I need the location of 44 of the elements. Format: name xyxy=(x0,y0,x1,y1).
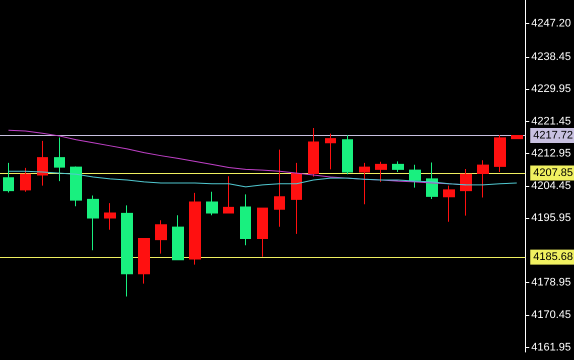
y-tick-label: 4161.95 xyxy=(531,341,572,354)
candlestick xyxy=(138,238,150,284)
candlestick xyxy=(87,195,99,251)
candlestick xyxy=(257,208,268,258)
y-tick-label: 4247.20 xyxy=(531,18,572,30)
line-series xyxy=(8,170,518,188)
y-tick-label: 4229.95 xyxy=(531,83,572,96)
y-tick-label: 4178.95 xyxy=(531,276,572,289)
candlestick xyxy=(3,162,14,194)
y-tick-label: 4195.95 xyxy=(531,212,572,224)
y-tick-label: 4170.45 xyxy=(531,308,572,321)
candlestick xyxy=(37,140,48,186)
candlestick xyxy=(189,192,201,266)
y-tick-label: 4238.45 xyxy=(531,50,572,63)
candlestick xyxy=(274,149,285,228)
candlestick xyxy=(511,134,523,140)
ref-line-label: 4185.68 xyxy=(533,251,574,264)
candlestick xyxy=(54,136,65,182)
candlestick xyxy=(443,185,455,222)
y-tick-label: 4221.45 xyxy=(531,115,572,128)
ref-line-label: 4217.72 xyxy=(533,129,574,142)
candlestick xyxy=(291,162,302,234)
candlestick xyxy=(70,166,82,207)
candlestick xyxy=(494,134,506,173)
candlestick xyxy=(342,134,353,175)
candlestick xyxy=(460,168,472,216)
candlestick xyxy=(240,194,251,246)
candlestick xyxy=(206,191,218,216)
candlestick xyxy=(477,160,489,198)
candlestick xyxy=(155,220,167,254)
candlestick xyxy=(121,204,133,298)
candlestick xyxy=(104,202,116,230)
candlestick xyxy=(359,162,370,205)
candlestick xyxy=(409,164,421,188)
candlestick xyxy=(325,133,336,170)
candlestick xyxy=(375,161,387,182)
y-tick-label: 4204.45 xyxy=(531,180,572,192)
candlestick xyxy=(392,160,404,173)
candlestick xyxy=(308,127,319,178)
y-tick-label: 4212.95 xyxy=(531,148,572,160)
candlestick xyxy=(223,176,234,214)
ref-line-label: 4207.85 xyxy=(533,166,574,179)
candlestick xyxy=(172,214,184,260)
candlestick xyxy=(20,167,31,192)
